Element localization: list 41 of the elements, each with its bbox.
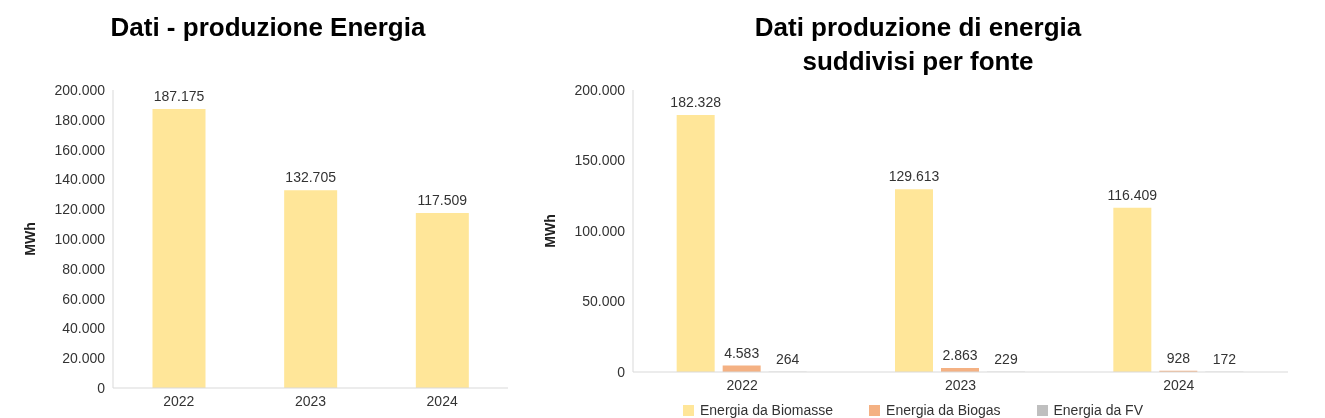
- y-tick-label: 160.000: [54, 141, 106, 158]
- y-tick-label: 150.000: [574, 152, 626, 169]
- data-label: 132.705: [285, 169, 337, 186]
- legend-label: Energia da Biogas: [886, 402, 1001, 418]
- x-tick-label: 2024: [426, 392, 458, 409]
- data-label: 264: [775, 350, 800, 367]
- y-tick-label: 40.000: [62, 320, 106, 337]
- y-tick-label: 100.000: [54, 230, 106, 247]
- y-tick-label: 140.000: [54, 171, 106, 188]
- chart-title: Dati - produzione Energia: [109, 11, 427, 44]
- y-tick-label: 100.000: [574, 222, 626, 239]
- y-tick-label: 20.000: [62, 350, 106, 367]
- x-tick-label: 2024: [1163, 376, 1195, 393]
- y-axis-title: MWh: [21, 222, 38, 256]
- data-label: 2.863: [942, 346, 978, 363]
- y-tick-label: 200.000: [54, 81, 106, 98]
- data-label: 116.409: [1107, 186, 1158, 203]
- data-label: 229: [994, 350, 1018, 367]
- data-label: 928: [1166, 349, 1191, 366]
- y-tick-label: 120.000: [54, 201, 106, 218]
- y-tick-label: 200.000: [574, 81, 626, 98]
- y-tick-label: 80.000: [62, 260, 106, 277]
- y-tick-label: 50.000: [582, 293, 626, 310]
- x-tick-label: 2023: [294, 392, 327, 409]
- y-tick-label: 0: [617, 363, 626, 380]
- chart-title: Dati produzione di energia suddivisi per fonte: [753, 11, 1083, 78]
- data-label: 4.583: [724, 344, 760, 361]
- y-axis-title: MWh: [541, 214, 558, 248]
- legend-label: Energia da FV: [1053, 402, 1143, 418]
- y-tick-label: 60.000: [62, 290, 106, 307]
- x-tick-label: 2023: [944, 376, 977, 393]
- data-label: 117.509: [417, 191, 468, 208]
- data-label: 187.175: [153, 88, 205, 105]
- data-label: 172: [1212, 350, 1237, 367]
- data-label: 182.328: [670, 93, 722, 110]
- data-label: 129.613: [888, 168, 940, 185]
- x-tick-label: 2022: [163, 392, 195, 409]
- y-tick-label: 0: [97, 379, 106, 396]
- legend-label: Energia da Biomasse: [700, 402, 834, 418]
- x-tick-label: 2022: [726, 376, 758, 393]
- y-tick-label: 180.000: [54, 111, 106, 128]
